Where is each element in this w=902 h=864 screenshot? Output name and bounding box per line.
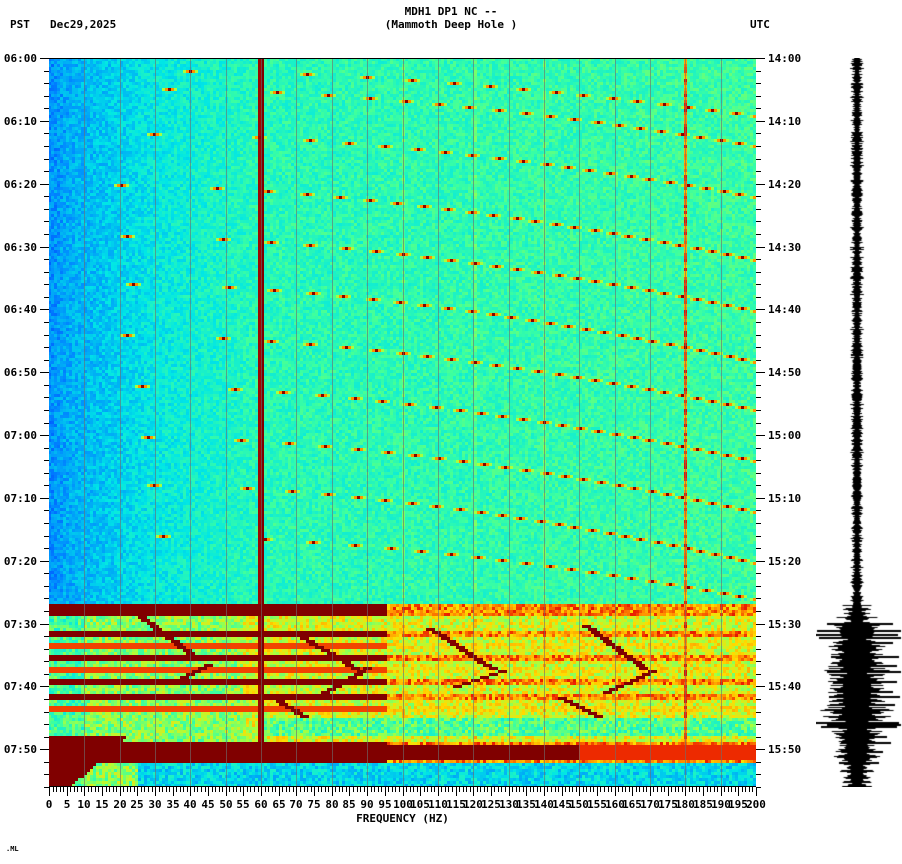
freq-tick-label: 140 [534, 798, 554, 811]
freq-tick-label: 40 [183, 798, 196, 811]
frequency-axis-title: FREQUENCY (HZ) [356, 812, 449, 825]
time-tick-label: 15:20 [768, 555, 801, 568]
frequency-axis: 0 5 10 15 20 25 30 35 40 45 50 55 60 65 70 75 80 85 90 95 10… [46, 787, 766, 811]
freq-tick-label: 165 [622, 798, 642, 811]
time-tick-label: 14:10 [768, 115, 801, 128]
freq-tick-label: 45 [201, 798, 214, 811]
time-tick-label: 06:40 [4, 303, 37, 316]
freq-tick-label: 85 [342, 798, 355, 811]
freq-tick-label: 95 [378, 798, 391, 811]
corner-mark: .ML [6, 845, 19, 853]
freq-tick-label: 15 [95, 798, 108, 811]
freq-tick-label: 80 [325, 798, 338, 811]
freq-tick-label: 70 [289, 798, 302, 811]
freq-tick-label: 105 [410, 798, 430, 811]
time-tick-label: 06:20 [4, 178, 37, 191]
freq-tick-label: 50 [219, 798, 232, 811]
freq-tick-label: 170 [640, 798, 660, 811]
time-axis-left-pst: 06:00 06:10 06:20 06:30 06:40 06:50 07:00 07:10… [4, 52, 49, 788]
right-timezone-label: UTC [750, 18, 770, 31]
freq-tick-label: 175 [658, 798, 678, 811]
time-tick-label: 07:10 [4, 492, 37, 505]
time-tick-label: 14:00 [768, 52, 801, 65]
freq-tick-label: 185 [693, 798, 713, 811]
station-subtitle: (Mammoth Deep Hole ) [384, 18, 518, 31]
freq-tick-label: 60 [254, 798, 267, 811]
freq-tick-label: 75 [307, 798, 320, 811]
freq-tick-label: 90 [360, 798, 373, 811]
time-tick-label: 07:50 [4, 743, 37, 756]
freq-tick-label: 0 [46, 798, 53, 811]
time-tick-label: 06:10 [4, 115, 37, 128]
freq-tick-label: 35 [166, 798, 179, 811]
freq-tick-label: 150 [569, 798, 589, 811]
time-tick-label: 06:50 [4, 366, 37, 379]
time-tick-label: 15:30 [768, 618, 801, 631]
time-tick-label: 06:30 [4, 241, 37, 254]
time-axis-right-utc: 14:00 14:10 14:20 14:30 14:40 14:50 15:00 15:10… [756, 52, 801, 788]
freq-tick-label: 135 [516, 798, 536, 811]
freq-tick-label: 25 [130, 798, 143, 811]
freq-tick-label: 190 [711, 798, 731, 811]
time-tick-label: 07:30 [4, 618, 37, 631]
freq-tick-label: 100 [393, 798, 413, 811]
freq-tick-label: 115 [446, 798, 466, 811]
time-tick-label: 07:00 [4, 429, 37, 442]
freq-tick-label: 195 [728, 798, 748, 811]
time-tick-label: 15:00 [768, 429, 801, 442]
date-label: Dec29,2025 [50, 18, 117, 31]
freq-tick-label: 30 [148, 798, 161, 811]
time-tick-label: 14:50 [768, 366, 801, 379]
left-timezone-label: PST [10, 18, 30, 31]
time-tick-label: 14:30 [768, 241, 801, 254]
time-tick-label: 15:50 [768, 743, 801, 756]
freq-tick-label: 110 [428, 798, 448, 811]
freq-tick-label: 20 [113, 798, 126, 811]
spectrogram-canvas [49, 58, 756, 787]
time-tick-label: 15:40 [768, 680, 801, 693]
seismogram-panel [816, 58, 902, 787]
freq-tick-label: 65 [272, 798, 285, 811]
freq-tick-label: 160 [605, 798, 625, 811]
freq-tick-label: 125 [481, 798, 501, 811]
time-tick-label: 15:10 [768, 492, 801, 505]
time-tick-label: 07:40 [4, 680, 37, 693]
freq-tick-label: 200 [746, 798, 766, 811]
freq-tick-label: 130 [499, 798, 519, 811]
freq-tick-label: 5 [64, 798, 71, 811]
freq-tick-label: 155 [587, 798, 607, 811]
time-tick-label: 14:20 [768, 178, 801, 191]
freq-tick-label: 180 [675, 798, 695, 811]
spectrogram-plot [49, 58, 756, 787]
freq-tick-label: 55 [236, 798, 249, 811]
freq-tick-label: 145 [552, 798, 572, 811]
freq-tick-label: 120 [463, 798, 483, 811]
time-tick-label: 14:40 [768, 303, 801, 316]
page-title: MDH1 DP1 NC -- [404, 5, 498, 18]
freq-tick-label: 10 [77, 798, 90, 811]
waveform-canvas [816, 58, 902, 787]
time-tick-label: 06:00 [4, 52, 37, 65]
time-tick-label: 07:20 [4, 555, 37, 568]
